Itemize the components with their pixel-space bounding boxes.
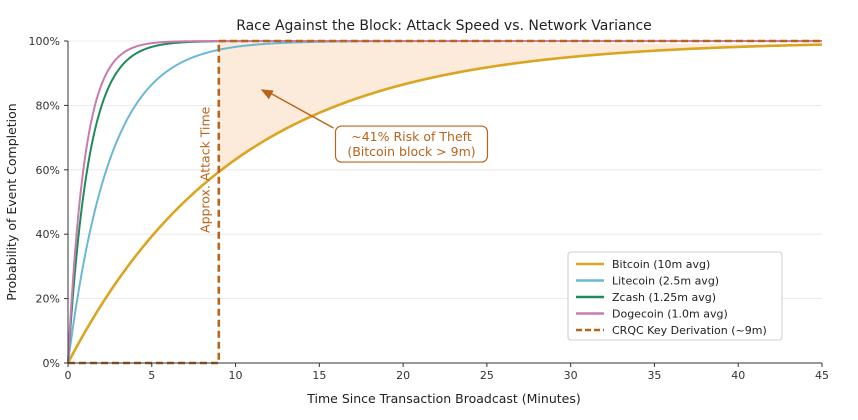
annotations: ~41% Risk of Theft(Bitcoin block > 9m) Ap… bbox=[197, 89, 489, 233]
tick-labels: 0 5 10 15 20 25 30 35 40 45 0% 20% 40% 60% 80% 100% bbox=[29, 35, 829, 382]
legend-frame bbox=[567, 251, 783, 341]
x-tick-label-1: 5 bbox=[148, 369, 155, 382]
annotation-text-line-1: (Bitcoin block > 9m) bbox=[347, 144, 475, 159]
x-tick-label-0: 0 bbox=[65, 369, 72, 382]
y-tick-label-3: 60% bbox=[36, 164, 60, 177]
x-tick-label-8: 40 bbox=[731, 369, 745, 382]
annotation-arrow-line bbox=[268, 91, 334, 129]
legend: Bitcoin (10m avg) Litecoin (2.5m avg) Zcas… bbox=[567, 251, 783, 341]
attack-time-label: Approx. Attack Time bbox=[197, 106, 212, 233]
y-tick-label-2: 40% bbox=[36, 228, 60, 241]
annotation-arrow-head bbox=[260, 89, 274, 100]
legend-label-4: CRQC Key Derivation (~9m) bbox=[612, 324, 767, 337]
annotation-text-line-0: ~41% Risk of Theft bbox=[351, 129, 472, 144]
y-tick-label-0: 0% bbox=[43, 357, 60, 370]
y-tick-label-4: 80% bbox=[36, 99, 60, 112]
y-tick-label-1: 20% bbox=[36, 293, 60, 306]
chart-title: Race Against the Block: Attack Speed vs.… bbox=[236, 18, 652, 34]
legend-label-3: Dogecoin (1.0m avg) bbox=[612, 308, 728, 321]
x-tick-label-5: 25 bbox=[480, 369, 494, 382]
shaded-risk-area bbox=[218, 41, 823, 172]
legend-label-2: Zcash (1.25m avg) bbox=[612, 291, 716, 304]
series-lines bbox=[66, 39, 823, 365]
legend-label-1: Litecoin (2.5m avg) bbox=[612, 275, 719, 288]
series-line-bitcoin bbox=[66, 43, 823, 364]
x-tick-label-2: 10 bbox=[229, 369, 243, 382]
shaded-region bbox=[218, 41, 823, 172]
legend-label-0: Bitcoin (10m avg) bbox=[612, 258, 710, 271]
x-tick-label-4: 20 bbox=[396, 369, 410, 382]
annotation-box bbox=[334, 125, 489, 163]
x-tick-label-3: 15 bbox=[312, 369, 326, 382]
x-tick-label-9: 45 bbox=[815, 369, 829, 382]
x-tick-label-7: 35 bbox=[647, 369, 661, 382]
x-tick-label-6: 30 bbox=[564, 369, 578, 382]
x-axis-label: Time Since Transaction Broadcast (Minute… bbox=[306, 391, 580, 406]
series-line-crqc bbox=[68, 39, 822, 365]
y-axis-label: Probability of Event Completion bbox=[4, 103, 19, 300]
y-tick-label-5: 100% bbox=[29, 35, 60, 48]
axes bbox=[67, 41, 822, 364]
